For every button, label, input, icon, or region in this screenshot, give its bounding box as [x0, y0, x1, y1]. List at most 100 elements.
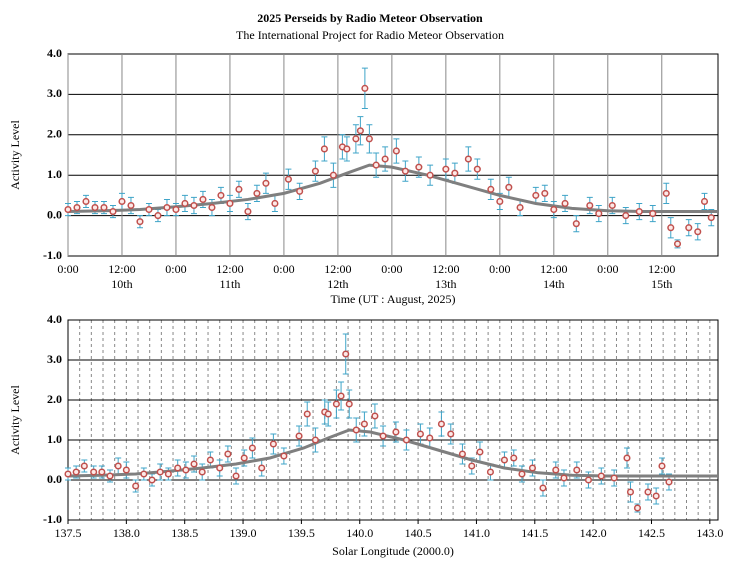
data-point — [303, 410, 311, 418]
data-point — [208, 203, 216, 212]
data-point — [667, 224, 675, 232]
data-point — [190, 201, 198, 210]
data-point — [700, 197, 709, 206]
x-tick-label: 0:00 — [489, 262, 510, 276]
data-point — [516, 203, 524, 212]
data-point — [458, 450, 466, 458]
data-point — [635, 208, 643, 216]
data-point — [190, 460, 198, 468]
data-point — [649, 210, 657, 218]
data-point — [586, 201, 594, 210]
data-point — [352, 135, 360, 143]
data-point — [164, 470, 172, 478]
data-point — [72, 468, 80, 476]
data-point — [216, 464, 224, 472]
data-point — [198, 468, 206, 476]
data-point — [271, 199, 279, 208]
y-axis-label: Activity Level — [8, 120, 22, 190]
data-point — [156, 468, 164, 476]
data-point — [381, 155, 389, 163]
data-point — [707, 214, 715, 222]
data-point — [262, 179, 270, 187]
data-point — [248, 444, 256, 452]
data-point — [662, 189, 670, 197]
data-point — [226, 199, 234, 208]
data-point — [464, 155, 472, 163]
data-point — [626, 488, 635, 496]
data-point — [496, 197, 504, 206]
data-point — [505, 183, 513, 191]
x-tick-label: 139.5 — [288, 526, 315, 540]
x-tick-label: 141.5 — [521, 526, 548, 540]
data-point — [244, 208, 252, 216]
data-point — [622, 212, 630, 220]
data-point — [100, 203, 108, 212]
data-point — [258, 464, 266, 472]
data-point — [253, 189, 261, 197]
data-point — [486, 468, 494, 476]
data-point — [426, 434, 434, 442]
data-point — [644, 488, 652, 496]
y-tick-label: 4.0 — [47, 312, 62, 326]
x-tick-label: 139.0 — [230, 526, 257, 540]
data-point — [320, 145, 328, 153]
data-point — [148, 476, 156, 484]
data-point — [332, 400, 340, 408]
data-point — [584, 476, 593, 484]
data-point — [451, 169, 459, 177]
data-point — [174, 464, 182, 472]
data-point — [487, 185, 495, 193]
data-point — [352, 426, 360, 434]
y-tick-label: -1.0 — [43, 248, 62, 262]
data-point — [343, 145, 351, 153]
data-point — [269, 440, 277, 448]
data-point — [658, 462, 666, 470]
y-tick-label: 1.0 — [47, 167, 62, 181]
data-point — [324, 410, 332, 418]
data-point — [145, 205, 153, 214]
x-tick-label: 142.5 — [638, 526, 665, 540]
data-point — [217, 191, 225, 199]
data-point — [468, 462, 476, 470]
y-tick-label: 1.0 — [47, 432, 62, 446]
data-point — [437, 420, 445, 428]
data-point — [560, 474, 568, 482]
y-tick-label: -1.0 — [43, 512, 62, 526]
data-point — [694, 228, 702, 236]
chart-subtitle: The International Project for Radio Mete… — [236, 28, 504, 42]
data-point — [154, 212, 162, 220]
data-point — [163, 203, 171, 212]
data-point — [447, 430, 455, 438]
x-tick-label: 0:00 — [381, 262, 402, 276]
data-point — [518, 470, 526, 478]
data-point — [329, 171, 337, 179]
data-point — [64, 205, 72, 214]
y-axis-label: Activity Level — [8, 385, 22, 455]
data-point — [182, 466, 190, 474]
data-point — [64, 470, 72, 478]
x-tick-label: 0:00 — [597, 262, 618, 276]
data-point — [296, 187, 304, 195]
data-point — [510, 454, 518, 462]
data-point — [392, 428, 400, 436]
data-point — [114, 462, 122, 470]
data-point — [232, 472, 240, 480]
x-tick-label: 0:00 — [273, 262, 294, 276]
x-tick-label: 0:00 — [165, 262, 186, 276]
data-point — [284, 175, 292, 183]
data-point — [573, 466, 581, 474]
data-point — [127, 201, 135, 210]
chart-title: 2025 Perseids by Radio Meteor Observatio… — [257, 11, 483, 25]
data-point — [532, 191, 540, 199]
data-point — [224, 450, 232, 458]
x-axis-label: Time (UT : August, 2025) — [330, 292, 455, 306]
data-point — [361, 84, 369, 92]
data-point — [356, 127, 364, 135]
data-point — [240, 454, 248, 462]
y-tick-label: 4.0 — [47, 46, 62, 60]
data-point — [685, 224, 693, 232]
y-tick-label: 2.0 — [47, 127, 62, 141]
x-tick-label: 12:00 — [108, 262, 135, 276]
x-tick-label: 143.0 — [696, 526, 723, 540]
x-tick-label: 12:00 — [648, 262, 675, 276]
